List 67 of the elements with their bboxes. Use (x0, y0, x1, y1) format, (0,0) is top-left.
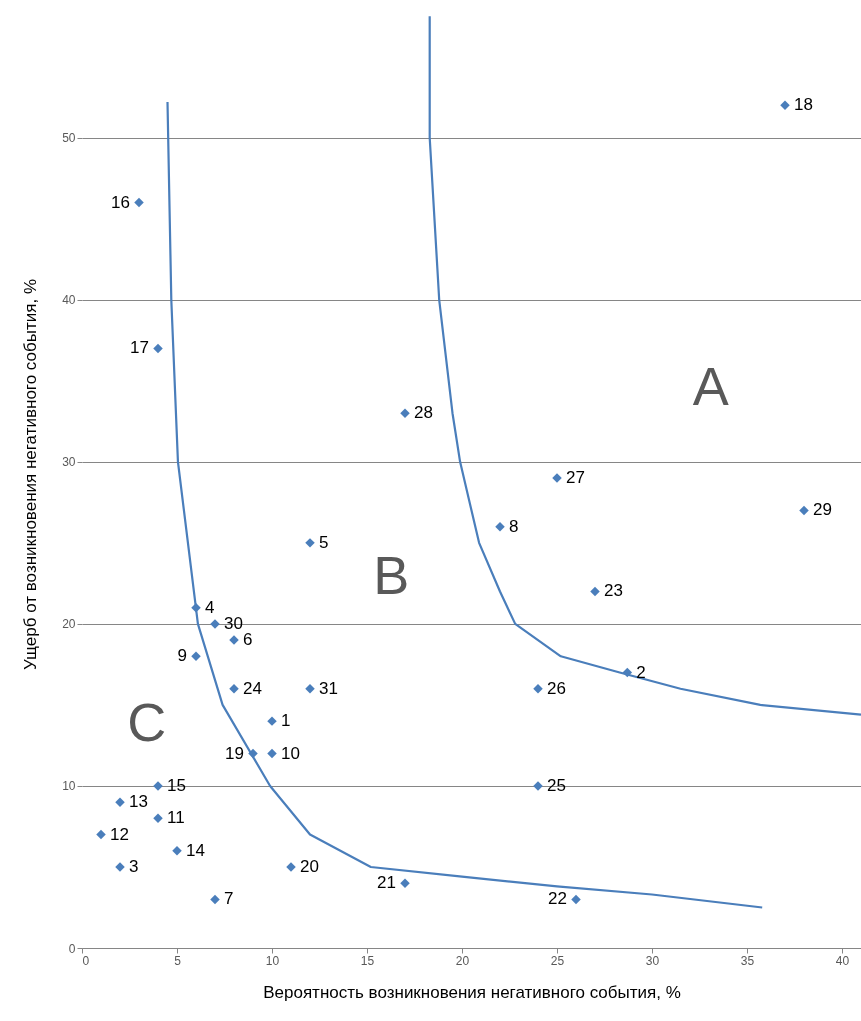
series-label: 29 (813, 500, 832, 520)
y-tick-label: 20 (62, 617, 76, 632)
point (96, 829, 106, 840)
point (780, 100, 790, 111)
x-tick-label: 0 (82, 953, 90, 968)
annotation: B (373, 545, 410, 606)
series-label: 4 (205, 597, 215, 617)
point (134, 197, 144, 208)
y-tick-label: 40 (62, 293, 76, 308)
series-label: 22 (548, 889, 567, 909)
point (229, 683, 239, 694)
x-tick-label: 15 (360, 953, 375, 968)
y-tick-label: 50 (62, 131, 76, 146)
x-tick-label: 25 (550, 953, 565, 968)
series-label: 15 (167, 775, 186, 795)
x-tick-label: 5 (174, 953, 182, 968)
series-label: 17 (130, 338, 149, 358)
x-axis-title: Вероятность возникновения негативного события, % (263, 982, 681, 1002)
point (533, 683, 543, 694)
series-label: 24 (243, 678, 262, 698)
series-label: 11 (167, 808, 185, 828)
series-label: 25 (547, 775, 566, 795)
y-tick-label: 10 (62, 779, 76, 794)
line-series (166, 100, 764, 909)
series-label: 5 (319, 532, 329, 552)
series-label: 12 (110, 824, 129, 844)
series-label: 28 (414, 403, 433, 423)
series-label: 8 (509, 516, 519, 536)
x-tick-label: 30 (645, 953, 660, 968)
series-label: 23 (604, 581, 623, 601)
series-label: 27 (566, 468, 585, 488)
series-label: 6 (243, 630, 253, 650)
series-label: 30 (224, 613, 243, 633)
series-label: 1 (281, 711, 291, 731)
series-label: 14 (186, 840, 205, 860)
annotation: C (127, 692, 167, 753)
point (799, 505, 809, 516)
series-label: 19 (225, 743, 244, 763)
point (153, 343, 163, 354)
series-label: 3 (129, 856, 139, 876)
x-tick-label: 40 (835, 953, 850, 968)
annotation: A (692, 355, 729, 416)
series-label: 20 (300, 856, 319, 876)
point (571, 894, 581, 905)
series-label: 7 (224, 889, 234, 909)
series-label: 10 (281, 743, 300, 763)
point (590, 586, 600, 597)
point (210, 894, 220, 905)
series-label: 18 (794, 95, 813, 115)
point (191, 651, 201, 662)
x-tick-label: 10 (265, 953, 280, 968)
series-label: 31 (319, 678, 338, 698)
series-label: 26 (547, 678, 566, 698)
x-tick-label: 20 (455, 953, 470, 968)
point (305, 683, 315, 694)
y-tick-label: 30 (62, 455, 76, 470)
point (495, 521, 505, 532)
series-label: 9 (177, 646, 187, 666)
x-tick-label: 35 (740, 953, 755, 968)
point (153, 813, 163, 824)
series-label: 21 (377, 873, 396, 893)
series-label: 16 (111, 192, 130, 212)
series-label: 13 (129, 792, 148, 812)
y-axis-title: Ущерб от возникновения негативного события, % (21, 278, 41, 671)
point (267, 748, 277, 759)
series-label: 2 (636, 662, 646, 682)
y-tick-label: 0 (68, 941, 76, 956)
